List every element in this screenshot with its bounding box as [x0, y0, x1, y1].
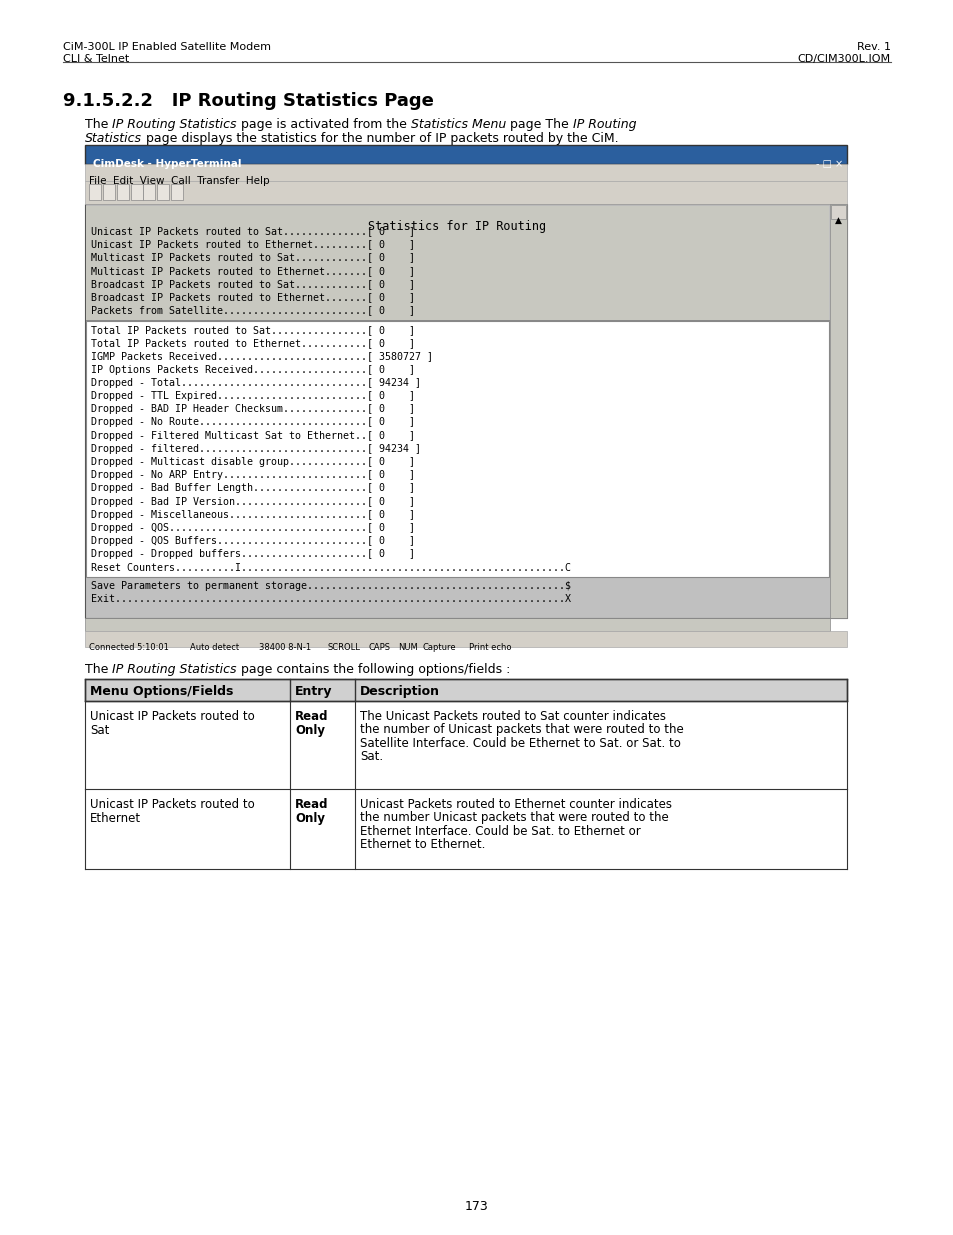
Bar [85, 182, 846, 204]
Text: Dropped - Miscellaneous.......................[ 0    ]: Dropped - Miscellaneous.................… [91, 510, 415, 520]
Text: SCROLL: SCROLL [327, 643, 360, 652]
Text: NUM: NUM [398, 643, 417, 652]
Bar [85, 144, 846, 164]
Text: ▲: ▲ [834, 216, 841, 225]
Text: Unicast Packets routed to Ethernet counter indicates: Unicast Packets routed to Ethernet count… [359, 798, 671, 811]
Text: Rev. 1: Rev. 1 [856, 42, 890, 52]
Bar [85, 701, 846, 789]
Text: Broadcast IP Packets routed to Sat............[ 0    ]: Broadcast IP Packets routed to Sat......… [91, 279, 415, 289]
Text: CLI & Telnet: CLI & Telnet [63, 54, 129, 64]
Text: Ethernet to Ethernet.: Ethernet to Ethernet. [359, 839, 485, 851]
Bar [829, 204, 846, 618]
Bar [830, 205, 845, 219]
Text: Dropped - QOS.................................[ 0    ]: Dropped - QOS...........................… [91, 522, 415, 534]
Bar [86, 206, 828, 320]
Text: page The: page The [505, 119, 572, 131]
Text: Reset Counters..........I......................................................C: Reset Counters..........I...............… [91, 563, 571, 573]
Text: IP Routing Statistics: IP Routing Statistics [112, 119, 236, 131]
Text: Print echo: Print echo [469, 643, 512, 652]
Text: Sat.: Sat. [359, 751, 383, 763]
Text: Unicast IP Packets routed to: Unicast IP Packets routed to [90, 798, 254, 811]
Text: Statistics Menu: Statistics Menu [411, 119, 505, 131]
Text: Dropped - Total...............................[ 94234 ]: Dropped - Total.........................… [91, 378, 420, 388]
Text: 173: 173 [465, 1200, 488, 1213]
Text: IP Options Packets Received...................[ 0    ]: IP Options Packets Received.............… [91, 364, 415, 374]
Text: page displays the statistics for the number of IP packets routed by the CiM.: page displays the statistics for the num… [142, 132, 618, 144]
Bar [85, 631, 846, 647]
Text: Dropped - No ARP Entry........................[ 0    ]: Dropped - No ARP Entry..................… [91, 471, 415, 480]
Text: Total IP Packets routed to Sat................[ 0    ]: Total IP Packets routed to Sat..........… [91, 325, 415, 335]
Text: Multicast IP Packets routed to Ethernet.......[ 0    ]: Multicast IP Packets routed to Ethernet.… [91, 266, 415, 275]
Text: the number Unicast packets that were routed to the: the number Unicast packets that were rou… [359, 811, 668, 825]
Text: CD/CIM300L.IOM: CD/CIM300L.IOM [797, 54, 890, 64]
Text: - □ ×: - □ × [815, 159, 842, 169]
Text: the number of Unicast packets that were routed to the: the number of Unicast packets that were … [359, 724, 683, 736]
Text: IP Routing: IP Routing [572, 119, 636, 131]
Bar [86, 321, 828, 577]
Text: CimDesk - HyperTerminal: CimDesk - HyperTerminal [92, 159, 241, 169]
Text: Unicast IP Packets routed to: Unicast IP Packets routed to [90, 710, 254, 722]
Text: The: The [85, 119, 112, 131]
Bar [85, 679, 846, 701]
Bar [85, 789, 846, 869]
Text: Multicast IP Packets routed to Sat............[ 0    ]: Multicast IP Packets routed to Sat......… [91, 252, 415, 262]
Text: Description: Description [359, 685, 439, 698]
Text: Satellite Interface. Could be Ethernet to Sat. or Sat. to: Satellite Interface. Could be Ethernet t… [359, 737, 680, 750]
Text: File  Edit  View  Call  Transfer  Help: File Edit View Call Transfer Help [89, 177, 270, 186]
Text: Broadcast IP Packets routed to Ethernet.......[ 0    ]: Broadcast IP Packets routed to Ethernet.… [91, 291, 415, 303]
Bar [143, 184, 154, 200]
Text: Ethernet: Ethernet [90, 811, 141, 825]
Text: Statistics: Statistics [85, 132, 142, 144]
Text: 38400 8-N-1: 38400 8-N-1 [258, 643, 311, 652]
Text: Dropped - Multicast disable group.............[ 0    ]: Dropped - Multicast disable group.......… [91, 457, 415, 467]
Text: Ethernet Interface. Could be Sat. to Ethernet or: Ethernet Interface. Could be Sat. to Eth… [359, 825, 640, 839]
Text: The Unicast Packets routed to Sat counter indicates: The Unicast Packets routed to Sat counte… [359, 710, 665, 722]
Bar [103, 184, 115, 200]
Text: Read: Read [294, 798, 328, 811]
Bar [85, 164, 846, 182]
Text: page contains the following options/fields :: page contains the following options/fiel… [236, 663, 510, 676]
Bar [157, 184, 169, 200]
Text: Dropped - No Route............................[ 0    ]: Dropped - No Route......................… [91, 417, 415, 427]
Text: Dropped - Dropped buffers.....................[ 0    ]: Dropped - Dropped buffers...............… [91, 550, 415, 559]
Text: Save Parameters to permanent storage...........................................$: Save Parameters to permanent storage....… [91, 580, 571, 592]
Text: IGMP Packets Received.........................[ 3580727 ]: IGMP Packets Received...................… [91, 352, 433, 362]
Text: page is activated from the: page is activated from the [236, 119, 411, 131]
Text: Unicast IP Packets routed to Sat..............[ 0    ]: Unicast IP Packets routed to Sat........… [91, 226, 415, 236]
Text: Total IP Packets routed to Ethernet...........[ 0    ]: Total IP Packets routed to Ethernet.....… [91, 338, 415, 348]
Text: Read: Read [294, 710, 328, 722]
Text: The: The [85, 663, 112, 676]
Bar [171, 184, 183, 200]
Text: Dropped - QOS Buffers.........................[ 0    ]: Dropped - QOS Buffers...................… [91, 536, 415, 546]
Text: Auto detect: Auto detect [191, 643, 239, 652]
Text: Dropped - Filtered Multicast Sat to Ethernet..[ 0    ]: Dropped - Filtered Multicast Sat to Ethe… [91, 431, 415, 441]
Text: Dropped - TTL Expired.........................[ 0    ]: Dropped - TTL Expired...................… [91, 391, 415, 401]
Text: Dropped - BAD IP Header Checksum..............[ 0    ]: Dropped - BAD IP Header Checksum........… [91, 404, 415, 414]
Text: Only: Only [294, 724, 325, 737]
Bar [89, 184, 101, 200]
Text: Sat: Sat [90, 724, 110, 737]
Text: Packets from Satellite........................[ 0    ]: Packets from Satellite..................… [91, 305, 415, 315]
Bar [117, 184, 129, 200]
Text: Dropped - Bad IP Version......................[ 0    ]: Dropped - Bad IP Version................… [91, 496, 415, 506]
Text: Statistics for IP Routing: Statistics for IP Routing [368, 220, 545, 233]
Bar [85, 618, 829, 631]
Text: CAPS: CAPS [368, 643, 390, 652]
Text: IP Routing Statistics: IP Routing Statistics [112, 663, 236, 676]
Text: Unicast IP Packets routed to Ethernet.........[ 0    ]: Unicast IP Packets routed to Ethernet...… [91, 240, 415, 249]
Text: 9.1.5.2.2   IP Routing Statistics Page: 9.1.5.2.2 IP Routing Statistics Page [63, 91, 434, 110]
Text: Only: Only [294, 811, 325, 825]
Text: Menu Options/Fields: Menu Options/Fields [90, 685, 233, 698]
Text: Entry: Entry [294, 685, 333, 698]
Text: Capture: Capture [422, 643, 456, 652]
Bar [85, 204, 846, 618]
Bar [131, 184, 143, 200]
Text: CiM-300L IP Enabled Satellite Modem: CiM-300L IP Enabled Satellite Modem [63, 42, 271, 52]
Text: Dropped - Bad Buffer Length...................[ 0    ]: Dropped - Bad Buffer Length.............… [91, 483, 415, 494]
Text: Dropped - filtered............................[ 94234 ]: Dropped - filtered......................… [91, 443, 420, 453]
Text: Connected 5:10:01: Connected 5:10:01 [89, 643, 169, 652]
Text: Exit...........................................................................X: Exit....................................… [91, 594, 571, 604]
